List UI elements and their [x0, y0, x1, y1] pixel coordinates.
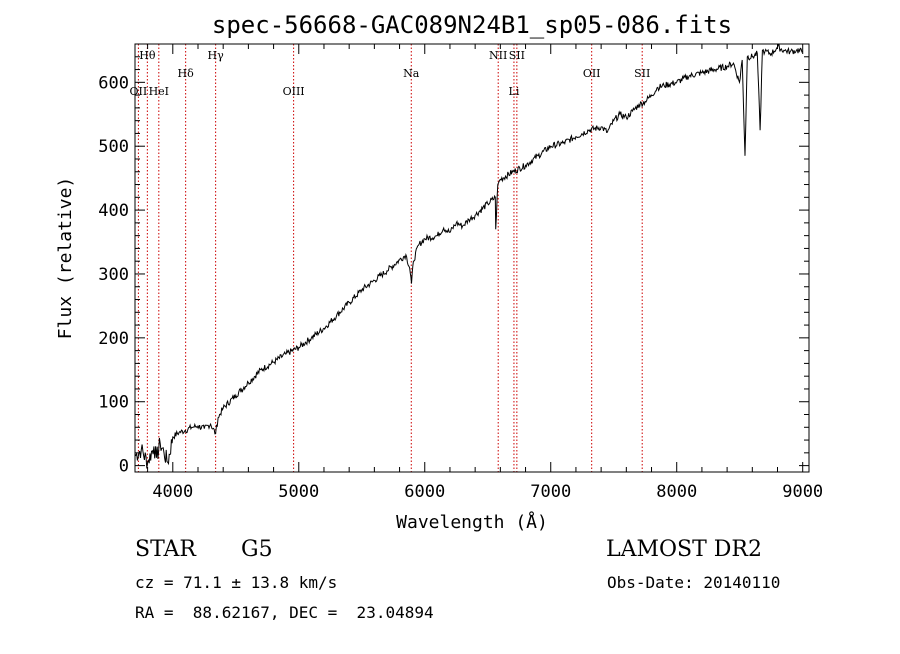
y-tick-label: 200	[98, 329, 129, 349]
chart-title: spec-56668-GAC089N24B1_sp05-086.fits	[212, 11, 732, 39]
x-axis-label: Wavelength (Å)	[396, 511, 548, 533]
sky-coordinates: RA = 88.62167, DEC = 23.04894	[135, 603, 434, 622]
y-tick-label: 600	[98, 73, 129, 93]
plot-frame	[134, 43, 810, 473]
y-tick-label: 100	[98, 393, 129, 413]
object-subclass: G5	[241, 537, 273, 562]
line-marker-label: OII	[583, 67, 601, 80]
line-marker-label: SII	[634, 67, 650, 80]
line-marker-label: HeI	[149, 85, 169, 98]
line-marker-label: Na	[403, 67, 420, 80]
line-marker-label: Hθ	[139, 49, 156, 62]
x-tick-label: 5000	[278, 482, 319, 502]
object-class: STAR	[135, 537, 196, 562]
x-tick-label: 8000	[656, 482, 697, 502]
line-marker-label: Hγ	[208, 49, 225, 62]
y-axis-label: Flux (relative)	[55, 177, 76, 340]
y-tick-label: 0	[119, 457, 129, 477]
line-marker-label: Hδ	[178, 67, 195, 80]
y-tick-label: 500	[98, 137, 129, 157]
survey-name: LAMOST DR2	[606, 537, 762, 562]
spectrum-line	[134, 44, 803, 469]
y-tick-label: 300	[98, 265, 129, 285]
observation-date: Obs-Date: 20140110	[607, 573, 781, 592]
line-marker-label: SII	[509, 49, 525, 62]
y-tick-label: 400	[98, 201, 129, 221]
redshift-velocity: cz = 71.1 ± 13.8 km/s	[135, 573, 338, 592]
line-marker-label: OII	[130, 85, 148, 98]
axis-ticks: 4000 5000 6000 7000 8000 9000 0 100 200 300 400 500…	[98, 44, 823, 502]
x-tick-label: 6000	[404, 482, 445, 502]
line-marker-label: NII	[489, 49, 507, 62]
series-layer	[134, 44, 803, 469]
line-marker-label: Li	[509, 85, 520, 98]
x-tick-label: 7000	[530, 482, 571, 502]
x-tick-label: 9000	[782, 482, 823, 502]
x-tick-label: 4000	[152, 482, 193, 502]
line-marker-label: OIII	[283, 85, 305, 98]
